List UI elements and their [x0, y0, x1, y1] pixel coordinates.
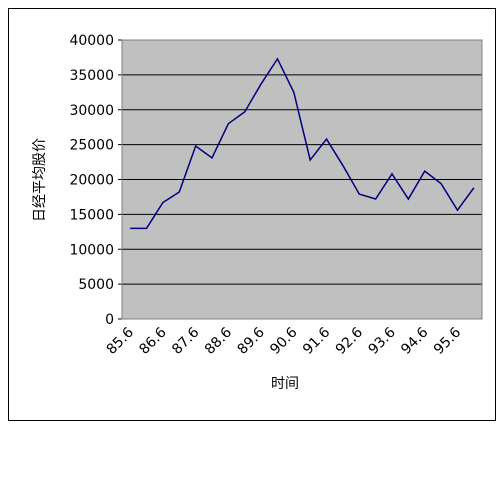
y-tick-label: 30000: [69, 103, 114, 119]
y-tick-label: 40000: [69, 33, 114, 49]
x-axis-title: 时间: [271, 376, 299, 392]
line-series: [130, 57, 475, 230]
y-tick-label: 20000: [69, 173, 114, 189]
plot-border: [121, 39, 483, 320]
y-tick-label: 25000: [69, 138, 114, 154]
y-tick-label: 35000: [69, 68, 114, 84]
y-tick-label: 10000: [69, 242, 114, 258]
y-axis-title: 日经平均股价: [32, 138, 48, 222]
y-tick-label: 5000: [78, 277, 114, 293]
y-tick-label: 0: [105, 312, 114, 328]
y-tick-label: 15000: [69, 207, 114, 223]
